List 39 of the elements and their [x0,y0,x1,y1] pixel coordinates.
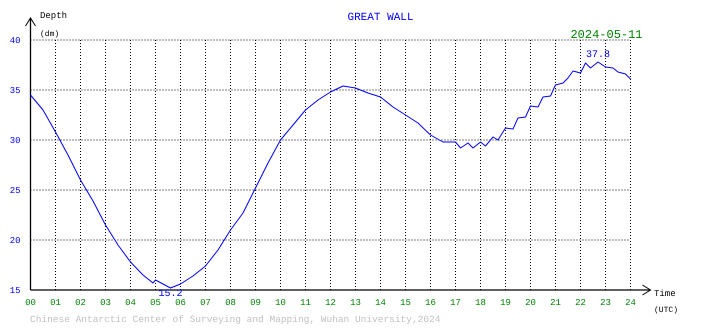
y-tick-label: 35 [10,86,20,96]
x-tick-label: 20 [525,298,536,308]
x-tick-label: 16 [425,298,436,308]
annotation: 37.8 [586,50,610,61]
x-tick-label: 02 [75,298,86,308]
x-tick-label: 18 [475,298,486,308]
x-tick-label: 24 [625,298,636,308]
x-tick-label: 17 [450,298,461,308]
x-axis-title: Time (UTC) [654,289,678,315]
text: Chinese Antarctic Center of Surveying and Mapping, Wuhan University,2024 [30,314,441,325]
x-tick-label: 00 [25,298,36,308]
annotation: 2024-05-11 [570,28,642,42]
x-tick-label: 05 [150,298,161,308]
line-series [30,62,631,288]
x-tick-label: 11 [300,298,311,308]
x-tick-label: 09 [250,298,261,308]
y-axis-title: Depth (dm) [40,11,68,39]
chart-title: GREAT WALL [347,12,414,24]
annotation: 15.2 [158,289,183,300]
y-tick-label: 25 [10,186,20,196]
x-tick-label: 03 [100,298,111,308]
x-tick-label: 13 [350,298,361,308]
y-tick-label: 30 [10,136,20,146]
x-tick-label: 01 [50,298,61,308]
x-tick-label: 15 [400,298,411,308]
x-tick-label: 21 [550,298,561,308]
x-tick-label: 06 [175,298,186,308]
x-tick-label: 10 [275,298,286,308]
y-tick-label: 20 [10,236,20,246]
x-tick-label: 08 [225,298,236,308]
y-tick-label: 40 [10,36,20,46]
x-tick-label: 23 [600,298,611,308]
x-tick-label: 14 [375,298,386,308]
x-tick-label: 22 [575,298,586,308]
x-tick-label: 19 [500,298,511,308]
x-tick-label: 07 [200,298,211,308]
x-tick-label: 04 [125,298,136,308]
y-tick-label: 15 [10,286,20,296]
x-tick-label: 12 [325,298,336,308]
